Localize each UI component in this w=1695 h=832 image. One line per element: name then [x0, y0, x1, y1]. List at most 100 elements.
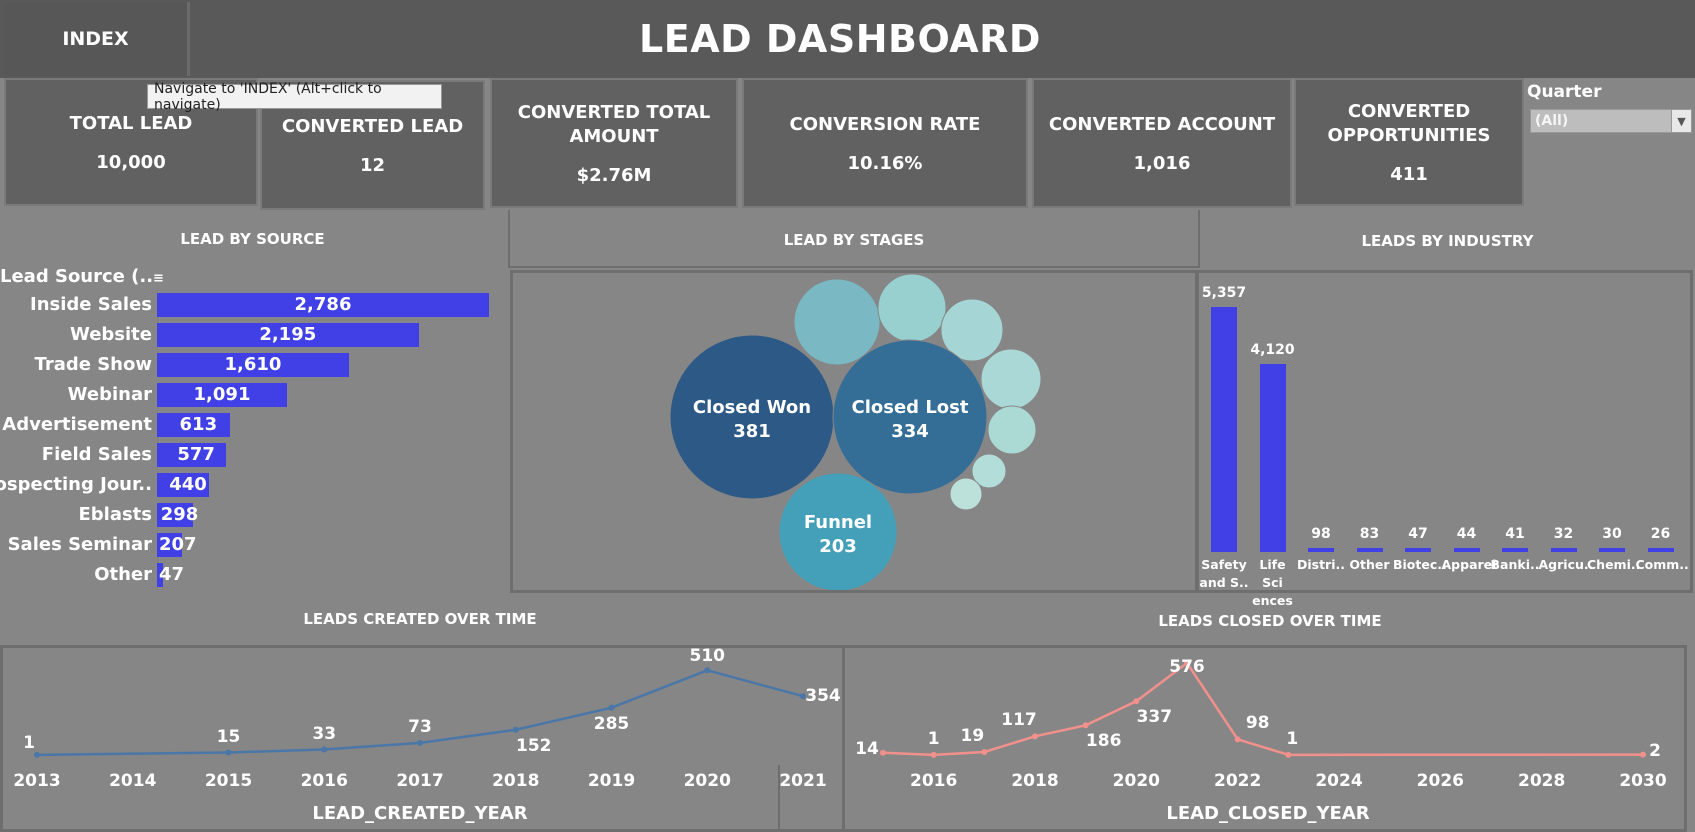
x-axis-tick: 2015 — [204, 771, 253, 791]
source-bar-value: 1,610 — [224, 354, 282, 375]
industry-bar — [1356, 548, 1383, 552]
kpi-value: 1,016 — [1133, 152, 1191, 174]
kpi-label: CONVERTED OPPORTUNITIES — [1327, 100, 1491, 146]
lead-by-source-chart: Inside Sales 2,786 Website 2,195 Trade Show 1… — [0, 0, 505, 832]
x-axis-tick: 2020 — [1112, 771, 1160, 791]
x-axis-tick: 2020 — [683, 771, 731, 791]
source-bar-value: 207 — [159, 534, 197, 555]
x-axis-tick: 2018 — [1011, 771, 1059, 791]
source-bar-row: Other 47 — [0, 563, 505, 587]
x-axis-tick: 2016 — [300, 771, 348, 791]
line-point — [880, 749, 886, 756]
x-axis-title: LEAD_CLOSED_YEAR — [1166, 803, 1370, 824]
x-axis-tick: 2028 — [1517, 771, 1566, 791]
industry-bar-category: Comm.. — [1636, 556, 1689, 574]
line-point — [1285, 751, 1292, 758]
stages-title-bar — [508, 210, 1200, 268]
source-bar-value: 440 — [169, 474, 207, 495]
source-bar-label: Prospecting Jour.. — [0, 474, 152, 495]
source-bar-label: Trade Show — [34, 354, 152, 375]
line-point — [1184, 660, 1190, 667]
leads-created-labels: 1 15 33 73 152 285 510 354 2013 2014 2015 2016 2017 2… — [0, 645, 845, 832]
source-bar — [157, 503, 193, 527]
stage-bubble-small — [949, 477, 983, 511]
line-point-label: 186 — [1085, 731, 1122, 752]
line-point — [34, 751, 40, 758]
industry-bar-value: 47 — [1408, 526, 1428, 542]
line-point-label: 73 — [408, 716, 432, 737]
page-title: LEAD DASHBOARD — [639, 17, 1041, 61]
quarter-select[interactable]: (All) ▼ — [1530, 109, 1692, 133]
index-button[interactable]: INDEX — [4, 2, 190, 76]
industry-bar — [1405, 548, 1431, 552]
line-point — [1640, 751, 1646, 758]
industry-bar — [1502, 548, 1528, 552]
kpi-converted-total-amount: CONVERTED TOTAL AMOUNT $2.76M — [490, 78, 738, 208]
stage-bubble-small — [877, 273, 947, 343]
industry-bar — [1599, 548, 1625, 552]
source-bar-row: Webinar 1,091 — [0, 383, 505, 407]
kpi-conversion-rate: CONVERSION RATE 10.16% — [742, 78, 1028, 208]
lead-by-stages-panel: Closed Won 381 Closed Lost 334 Funnel 203 — [510, 270, 1198, 593]
line-point-label: 19 — [960, 725, 985, 746]
source-bar-label: Website — [69, 324, 152, 345]
line-point — [930, 751, 937, 758]
source-bar — [157, 563, 163, 587]
leads-closed-panel — [843, 645, 1687, 832]
kpi-label: TOTAL LEAD — [69, 112, 193, 134]
x-axis-tick: 2030 — [1619, 771, 1667, 791]
lead-source-header[interactable]: Lead Source (..≡ — [0, 266, 164, 287]
source-bar-value: 47 — [159, 564, 185, 585]
source-bar-row: Website 2,195 — [0, 323, 505, 347]
source-bar — [157, 443, 226, 467]
source-bar-label: Sales Seminar — [7, 534, 152, 555]
source-bar-value: 298 — [160, 504, 199, 525]
line-point-label: 152 — [516, 735, 552, 756]
leads-closed-labels: 14 1 19 117 186 337 576 98 1 2 2016 2018 2020 2022 202… — [843, 645, 1693, 832]
industry-bar-value: 26 — [1650, 526, 1671, 542]
stage-bubble-value: 381 — [733, 421, 771, 442]
x-axis-tick: 2026 — [1416, 771, 1464, 791]
industry-category-line: Safety — [1201, 557, 1247, 572]
line-point-label: 1 — [927, 728, 940, 749]
industry-bar-value: 30 — [1602, 526, 1622, 542]
line-point-label: 117 — [1001, 710, 1037, 731]
industry-bar-value: 44 — [1456, 526, 1477, 542]
source-bar — [157, 473, 210, 497]
line-divider — [778, 765, 780, 832]
industry-bar-category: Banki.. — [1490, 556, 1540, 574]
line-point-label: 33 — [312, 723, 337, 744]
sort-icon[interactable]: ≡ — [153, 271, 164, 286]
line-point — [981, 748, 988, 755]
x-axis-tick: 2021 — [779, 771, 827, 791]
navigation-tooltip: Navigate to 'INDEX' (Alt+click to naviga… — [147, 81, 442, 113]
industry-bar-category: Chemi.. — [1587, 556, 1641, 574]
source-bar-label: Field Sales — [41, 444, 152, 465]
quarter-filter-label: Quarter — [1527, 82, 1602, 102]
industry-category-line: and S.. — [1199, 575, 1249, 590]
kpi-value: 12 — [359, 154, 386, 176]
kpi-label: CONVERTED ACCOUNT — [1048, 113, 1276, 135]
industry-bar — [1211, 307, 1237, 552]
section-title-lead-by-stages: LEAD BY STAGES — [783, 231, 925, 249]
line-point — [1234, 736, 1241, 743]
line-point-label: 337 — [1136, 707, 1173, 728]
kpi-value: $2.76M — [576, 164, 652, 186]
industry-bar — [1308, 547, 1334, 552]
x-axis-title: LEAD_CREATED_YEAR — [312, 803, 528, 824]
x-axis-tick: 2013 — [13, 771, 61, 791]
industry-category-line: Chemi.. — [1587, 557, 1641, 572]
source-bar-value: 2,195 — [259, 324, 317, 345]
lead-source-header-label: Lead Source (.. — [0, 266, 154, 287]
line-point — [1133, 698, 1140, 705]
source-bar-row: Field Sales 577 — [0, 443, 505, 467]
section-title-leads-closed: LEADS CLOSED OVER TIME — [1158, 612, 1382, 630]
industry-bar-value: 4,120 — [1250, 341, 1295, 358]
line-point — [417, 739, 423, 746]
industry-bar — [1453, 548, 1480, 552]
source-bar — [157, 533, 182, 557]
source-bar-row: Trade Show 1,610 — [0, 353, 505, 377]
lead-by-stages-chart: Closed Won 381 Closed Lost 334 Funnel 203 — [669, 273, 1042, 592]
chevron-down-icon[interactable]: ▼ — [1671, 110, 1691, 132]
stage-bubble-small — [980, 348, 1042, 410]
